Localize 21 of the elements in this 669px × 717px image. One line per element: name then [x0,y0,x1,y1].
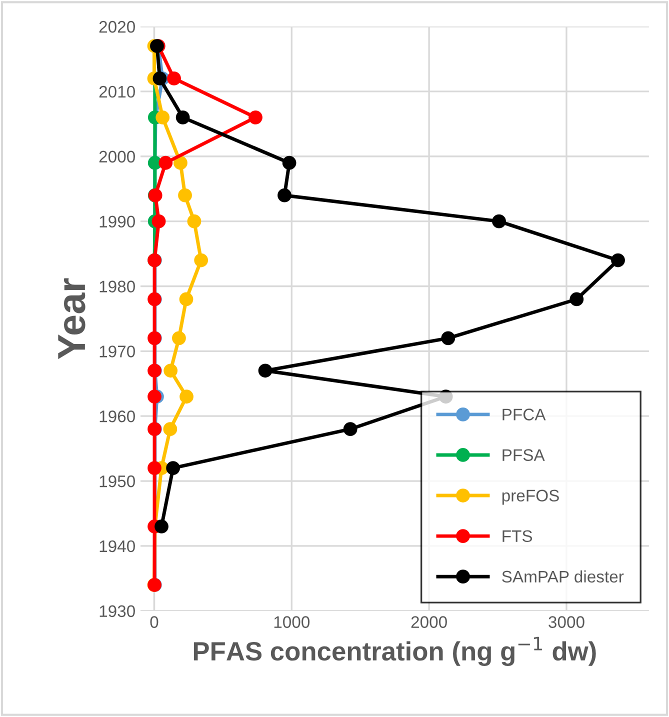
legend-label: PFSA [502,449,545,461]
y-tick-label: 1940 [100,540,135,552]
legend-label: preFOS [502,490,559,505]
y-axis-title: Year [58,278,86,360]
y-tick-label: 2010 [99,86,135,98]
y-tick-label: 1990 [100,216,135,228]
y-tick-label: 2000 [99,150,135,163]
legend-label: PFCA [502,408,546,420]
y-tick-label: 1970 [100,346,135,358]
x-tick-label: 1000 [274,616,310,628]
x-tick-label: 0 [150,616,158,628]
legend-label: FTS [502,530,532,542]
y-tick-label: 2020 [99,20,135,33]
x-axis-title: PFAS concentration (ng g$^{−1}$ dw) [194,636,596,666]
y-tick-label: 1980 [100,280,135,292]
x-tick-label: 3000 [548,616,584,628]
x-tick-label: 2000 [411,616,447,628]
y-tick-label: 1950 [100,475,135,488]
y-tick-label: 1960 [100,410,135,422]
y-tick-label: 1930 [100,605,135,618]
legend-label: SAmPAP diester [502,570,624,583]
